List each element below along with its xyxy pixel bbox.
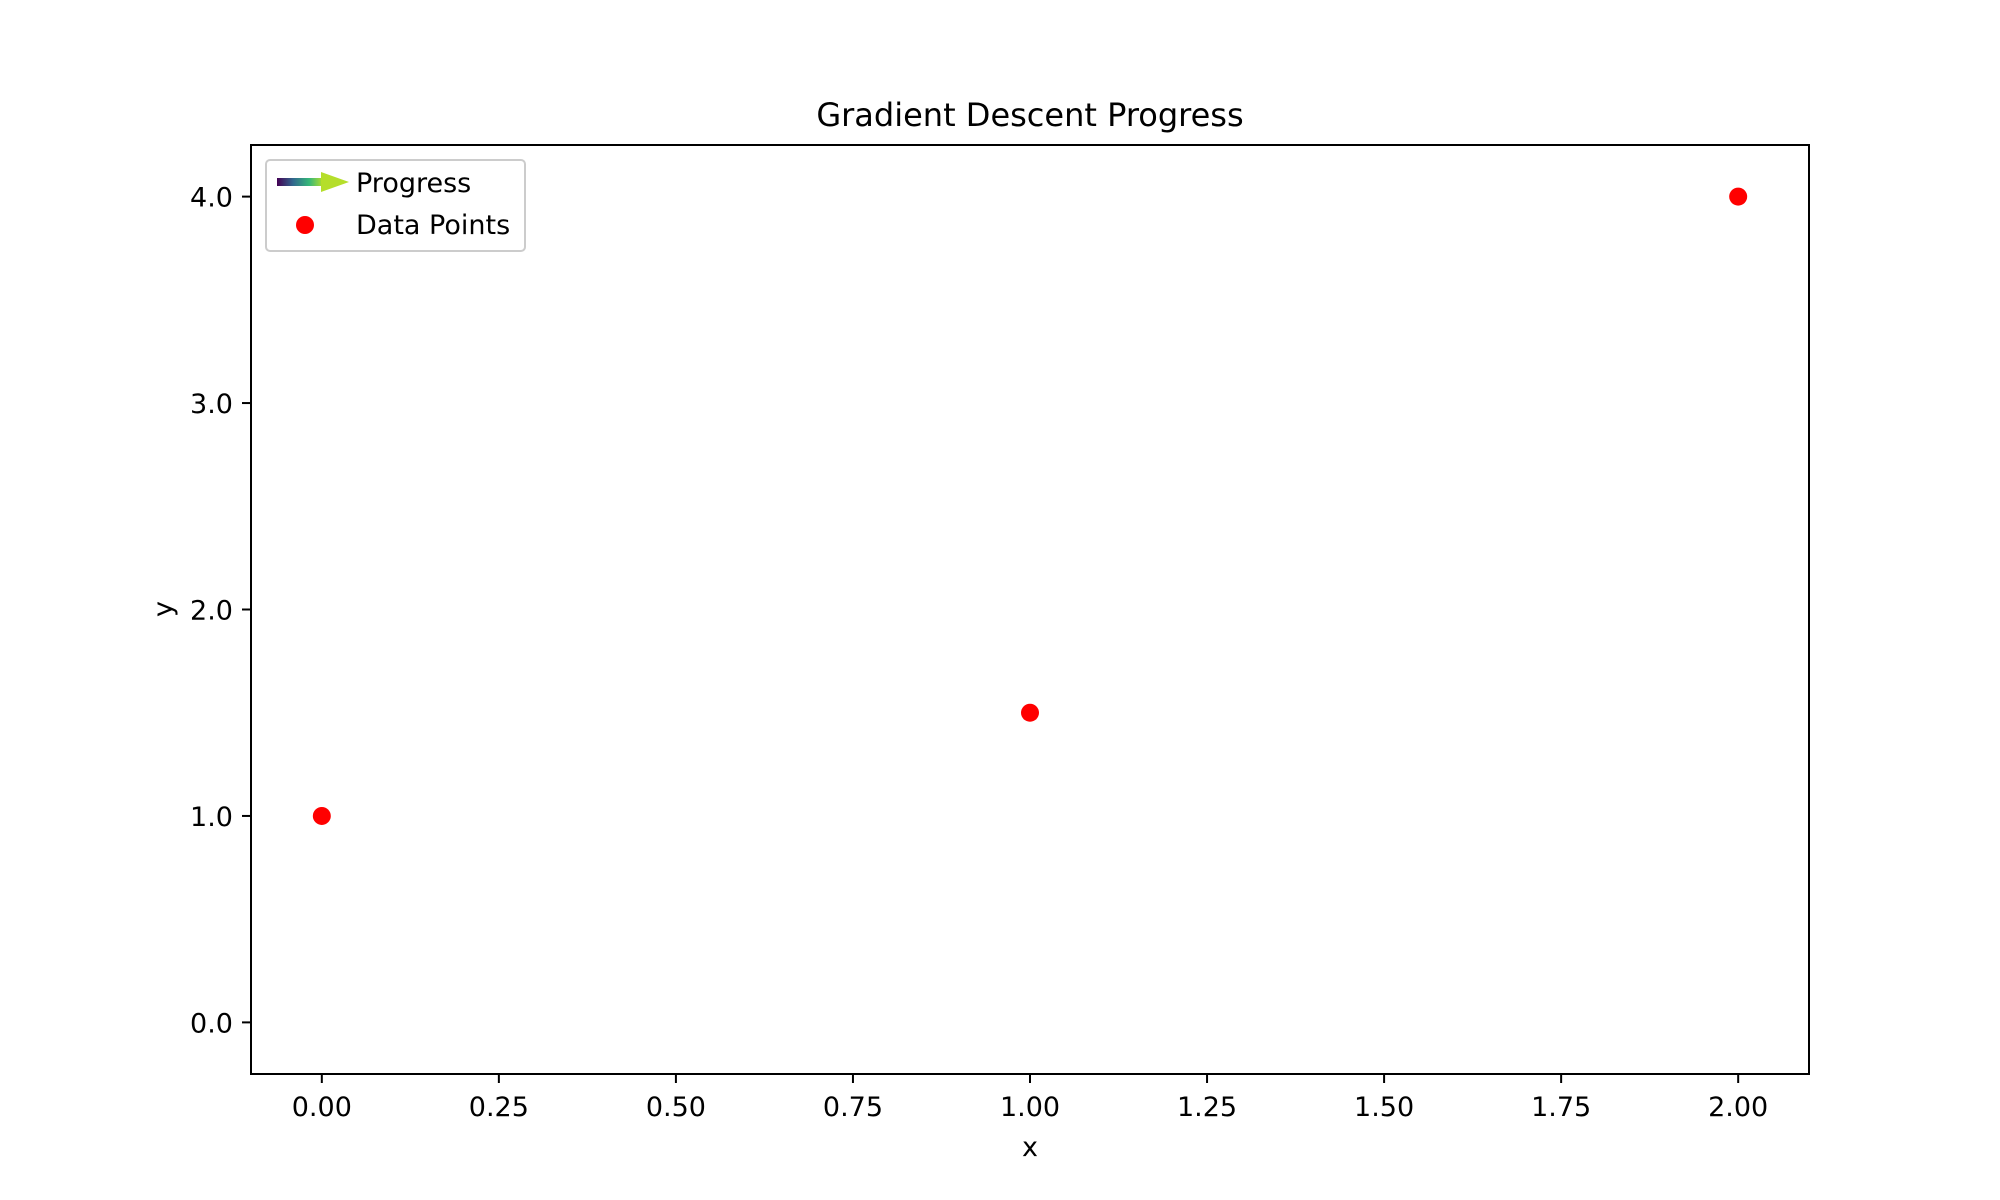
y-tick-label: 2.0 [190, 596, 233, 627]
y-tick-label: 4.0 [190, 183, 233, 214]
legend: Progress Data Points [265, 159, 526, 252]
y-axis: 0.0 1.0 2.0 3.0 4.0 [190, 183, 251, 1039]
data-point [312, 806, 331, 825]
data-points [312, 187, 1748, 825]
x-tick-label: 1.75 [1531, 1092, 1591, 1123]
x-tick-label: 2.00 [1708, 1092, 1768, 1123]
progress-arrow-icon [277, 172, 349, 192]
x-tick-label: 1.00 [1000, 1092, 1060, 1123]
y-tick-label: 0.0 [190, 1008, 233, 1039]
x-tick-label: 0.75 [823, 1092, 883, 1123]
x-axis-label: x [1022, 1132, 1038, 1163]
plot-area [250, 144, 1810, 1075]
y-tick-label: 3.0 [190, 389, 233, 420]
x-tick-label: 0.00 [292, 1092, 352, 1123]
data-point [1021, 703, 1039, 722]
x-tick-label: 1.25 [1177, 1092, 1237, 1123]
legend-label-progress: Progress [356, 168, 471, 199]
data-point [1729, 187, 1748, 206]
chart-title: Gradient Descent Progress [816, 96, 1243, 134]
legend-label-data-points: Data Points [356, 210, 510, 241]
x-tick-label: 1.50 [1354, 1092, 1414, 1123]
x-tick-label: 0.25 [469, 1092, 529, 1123]
x-tick-label: 0.50 [646, 1092, 706, 1123]
x-axis: 0.00 0.25 0.50 0.75 1.00 1.25 1.50 1.75 2.00 [292, 1074, 1768, 1123]
y-tick-label: 1.0 [190, 802, 233, 833]
legend-marker-data-points [296, 216, 314, 234]
y-axis-label: y [148, 601, 179, 617]
